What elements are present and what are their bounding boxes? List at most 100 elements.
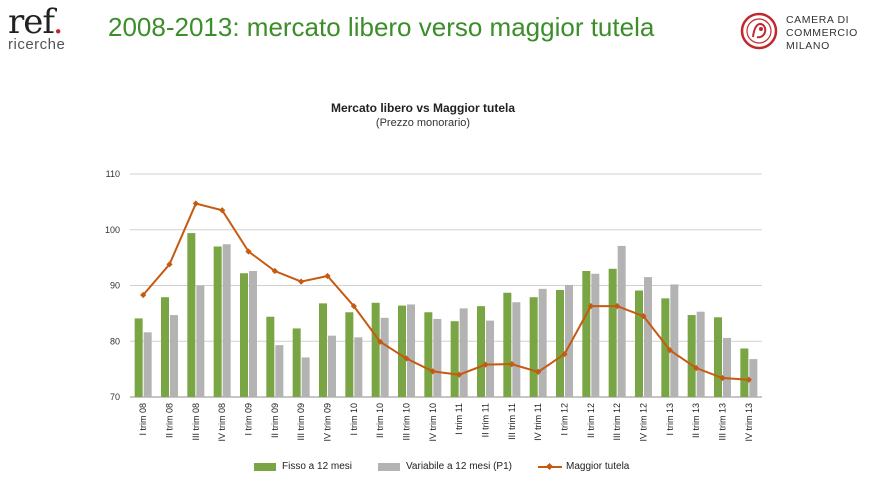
bar-fisso-6 xyxy=(292,328,301,397)
bar-variabile-6 xyxy=(301,357,310,397)
bar-fisso-3 xyxy=(213,246,222,397)
bar-variabile-19 xyxy=(644,277,652,397)
x-tick-label-0: I trim 08 xyxy=(138,403,148,436)
chart-title: Mercato libero vs Maggior tutela xyxy=(330,101,516,115)
x-tick-label-9: II trim 10 xyxy=(375,403,385,438)
bar-fisso-8 xyxy=(345,312,354,397)
bar-fisso-14 xyxy=(503,292,512,397)
point-maggior-tutela-14 xyxy=(508,360,515,368)
bar-variabile-21 xyxy=(696,311,705,397)
x-tick-label-1: II trim 08 xyxy=(165,403,175,438)
x-tick-label-11: IV trim 10 xyxy=(428,403,438,442)
bar-variabile-23 xyxy=(749,359,758,397)
bar-fisso-5 xyxy=(266,316,275,397)
bar-fisso-16 xyxy=(556,289,564,397)
bar-variabile-2 xyxy=(196,285,205,397)
legend-swatch-fisso xyxy=(254,462,276,471)
legend-label-variabile: Variabile a 12 mesi (P1) xyxy=(406,461,512,472)
bar-fisso-10 xyxy=(398,305,406,397)
chart-subtitle: (Prezzo monorario) xyxy=(375,117,471,129)
bar-variabile-20 xyxy=(670,284,679,397)
x-tick-label-13: II trim 11 xyxy=(481,403,491,437)
chamber-line-3: MILANO xyxy=(786,40,830,52)
camera-commercio-logo: CAMERA DI COMMERCIO MILANO xyxy=(740,12,870,54)
logo-ricerche-text: ricerche xyxy=(8,36,66,53)
bar-fisso-21 xyxy=(687,315,696,397)
point-maggior-tutela-4 xyxy=(245,248,252,255)
bar-fisso-7 xyxy=(319,303,327,397)
bar-fisso-1 xyxy=(161,297,169,397)
bar-fisso-13 xyxy=(477,306,485,397)
x-tick-label-10: III trim 10 xyxy=(402,403,412,441)
x-tick-label-23: IV trim 13 xyxy=(744,403,754,442)
bar-variabile-12 xyxy=(459,308,468,397)
x-tick-label-4: I trim 09 xyxy=(244,403,254,436)
bar-fisso-2 xyxy=(187,233,196,397)
y-tick-label-100: 100 xyxy=(105,225,120,235)
bar-variabile-4 xyxy=(249,271,257,397)
legend-item-variabile: Variabile a 12 mesi (P1) xyxy=(378,461,512,472)
legend-label-fisso: Fisso a 12 mesi xyxy=(282,461,353,472)
bar-fisso-23 xyxy=(740,348,749,397)
chamber-line-1: CAMERA DI xyxy=(786,14,850,26)
point-maggior-tutela-6 xyxy=(298,278,305,285)
point-maggior-tutela-12 xyxy=(456,371,463,378)
chamber-name: CAMERA DI COMMERCIO MILANO xyxy=(786,14,858,53)
logo-ref-text: ref. xyxy=(8,2,64,42)
bar-variabile-18 xyxy=(617,245,626,397)
point-maggior-tutela-8 xyxy=(350,303,357,310)
page-title: 2008-2013: mercato libero verso maggior … xyxy=(108,12,655,42)
y-tick-label-80: 80 xyxy=(110,336,120,346)
bar-variabile-5 xyxy=(275,345,284,397)
chamber-line-2: COMMERCIO xyxy=(786,27,858,39)
legend-swatch-variabile xyxy=(378,462,400,471)
x-tick-label-5: II trim 09 xyxy=(270,403,280,438)
point-maggior-tutela-0 xyxy=(140,291,147,299)
bar-variabile-13 xyxy=(486,320,494,397)
x-tick-label-22: III trim 13 xyxy=(718,403,728,441)
bar-fisso-17 xyxy=(582,271,591,397)
point-maggior-tutela-7 xyxy=(324,272,331,280)
bar-variabile-3 xyxy=(222,244,231,397)
bar-fisso-20 xyxy=(661,298,670,397)
bar-variabile-14 xyxy=(512,302,521,397)
bar-fisso-0 xyxy=(134,318,143,397)
bar-fisso-15 xyxy=(529,297,538,397)
point-maggior-tutela-5 xyxy=(271,267,278,275)
bar-variabile-22 xyxy=(723,337,731,397)
x-tick-label-8: I trim 10 xyxy=(349,403,359,436)
chamber-seal-icon xyxy=(740,12,778,50)
bar-variabile-1 xyxy=(170,315,178,397)
x-tick-label-7: IV trim 09 xyxy=(323,403,333,442)
bar-fisso-19 xyxy=(635,290,643,397)
line-maggior-tutela xyxy=(142,202,749,381)
ref-ricerche-logo: ref. ricerche xyxy=(8,4,86,53)
x-tick-label-21: II trim 13 xyxy=(691,403,701,438)
x-tick-label-14: III trim 11 xyxy=(507,403,517,440)
point-maggior-tutela-2 xyxy=(192,200,199,207)
x-tick-label-20: I trim 13 xyxy=(665,403,675,436)
x-tick-label-2: III trim 08 xyxy=(191,403,201,441)
x-tick-label-3: IV trim 08 xyxy=(217,403,227,442)
bar-fisso-12 xyxy=(450,321,459,397)
point-maggior-tutela-10 xyxy=(403,355,410,362)
y-tick-label-110: 110 xyxy=(106,169,120,179)
bar-fisso-22 xyxy=(714,317,722,397)
bar-fisso-4 xyxy=(240,273,248,397)
bar-variabile-16 xyxy=(565,284,573,397)
x-tick-label-17: II trim 12 xyxy=(586,403,596,438)
chart-legend: Fisso a 12 mesi Variabile a 12 mesi (P1)… xyxy=(0,461,876,475)
legend-item-tutela: Maggior tutela xyxy=(538,461,629,472)
bar-variabile-0 xyxy=(143,332,152,397)
legend-item-fisso: Fisso a 12 mesi xyxy=(254,461,352,472)
x-tick-label-16: I trim 12 xyxy=(560,403,570,436)
point-maggior-tutela-11 xyxy=(429,368,436,375)
bar-variabile-17 xyxy=(591,273,600,397)
x-tick-label-19: IV trim 12 xyxy=(639,403,649,442)
x-tick-label-6: III trim 09 xyxy=(296,403,306,441)
bar-variabile-7 xyxy=(328,335,336,397)
x-tick-label-15: IV trim 11 xyxy=(533,403,543,441)
bar-fisso-9 xyxy=(371,302,380,397)
bar-variabile-8 xyxy=(354,337,363,397)
